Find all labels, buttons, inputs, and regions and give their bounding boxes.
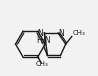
Text: N: N	[59, 29, 64, 38]
Text: N: N	[38, 29, 43, 38]
Text: CH₃: CH₃	[73, 30, 85, 36]
Text: CH₃: CH₃	[36, 61, 49, 67]
Text: H₂N: H₂N	[36, 36, 51, 45]
